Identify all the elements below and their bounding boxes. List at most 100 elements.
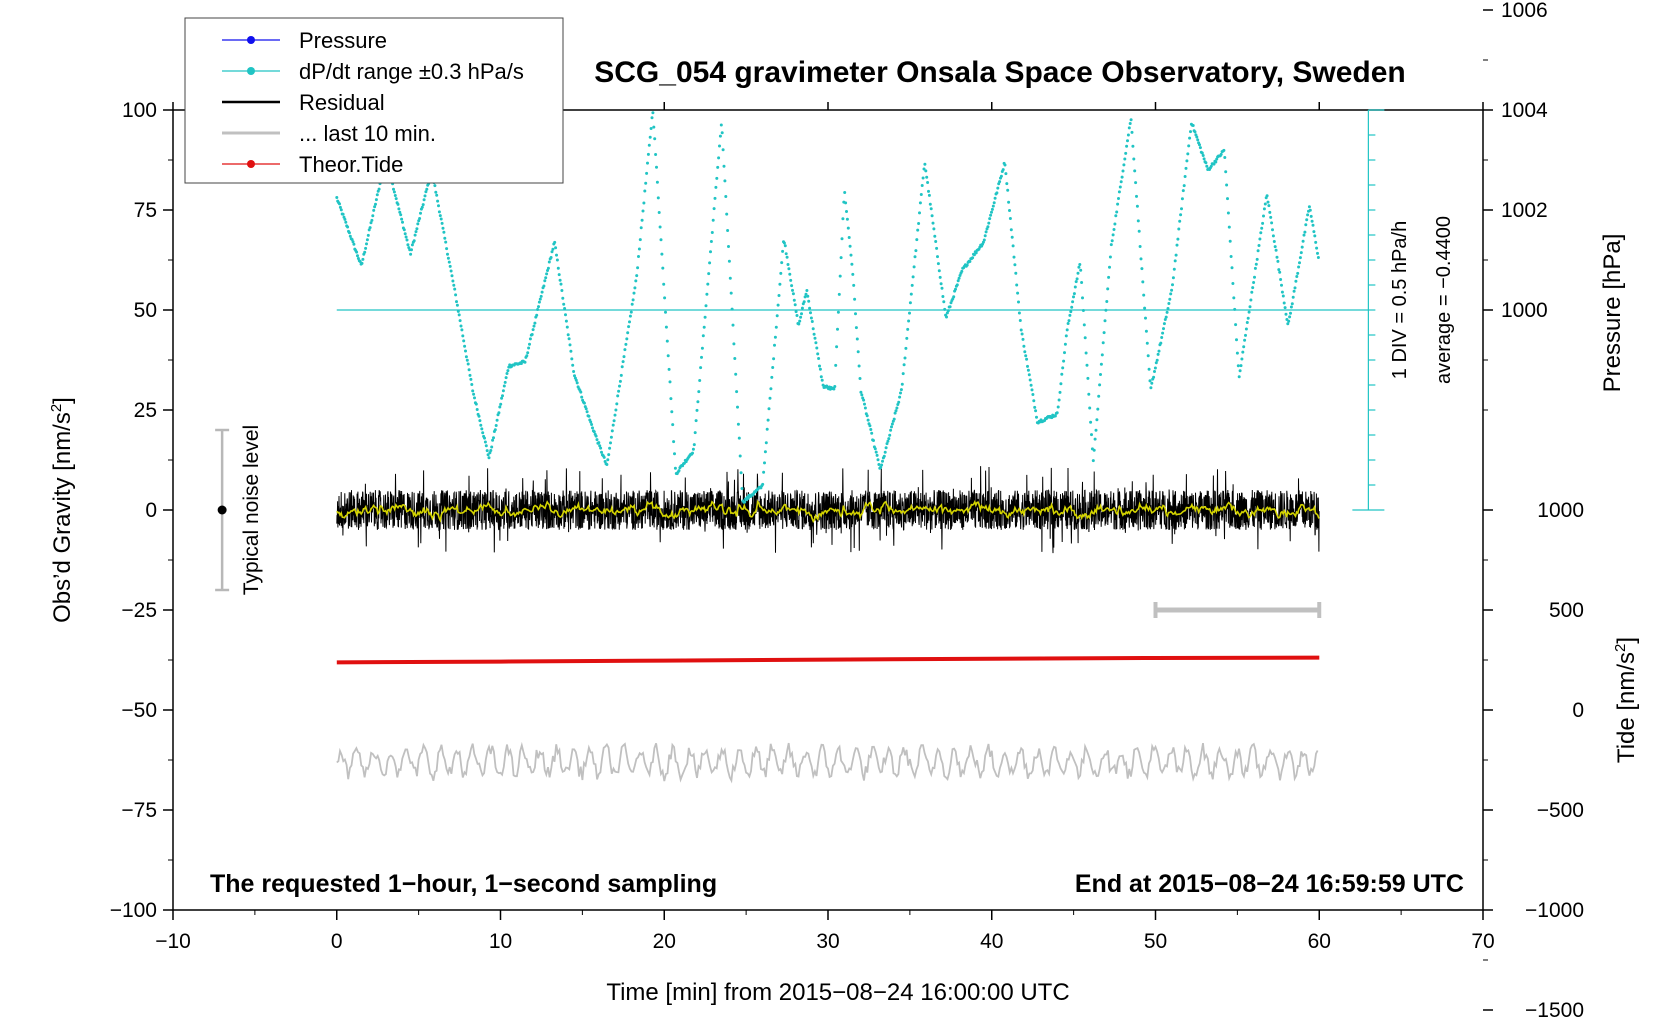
dpdt-point <box>1201 154 1205 157</box>
dpdt-point <box>691 447 695 451</box>
dpdt-point <box>563 307 567 310</box>
dpdt-point <box>736 405 739 409</box>
dpdt-point <box>1236 364 1240 368</box>
dpdt-point <box>1014 271 1018 275</box>
dpdt-point <box>819 375 823 379</box>
dpdt-point <box>922 167 926 171</box>
dpdt-point <box>955 283 959 287</box>
dpdt-point <box>420 205 424 209</box>
dpdt-point <box>1135 204 1139 208</box>
dpdt-point <box>812 332 816 336</box>
dpdt-point <box>698 379 702 382</box>
end-time-note: End at 2015−08−24 16:59:59 UTC <box>1075 870 1464 898</box>
dpdt-point <box>570 357 574 361</box>
dpdt-point <box>338 202 341 206</box>
dpdt-point <box>817 357 821 360</box>
dpdt-point <box>421 203 425 207</box>
dpdt-point <box>492 436 495 440</box>
dpdt-point <box>1289 311 1292 315</box>
dpdt-point <box>474 402 478 406</box>
dpdt-point <box>789 278 793 282</box>
dpdt-point <box>483 436 486 440</box>
dpdt-point <box>617 389 621 393</box>
dpdt-point <box>808 306 812 310</box>
dpdt-point <box>448 264 452 268</box>
dpdt-point <box>1139 257 1143 261</box>
dpdt-point <box>1284 312 1288 316</box>
legend-label-residual: Residual <box>299 90 385 115</box>
dpdt-point <box>670 410 674 414</box>
dpdt-point <box>960 269 964 273</box>
dpdt-point <box>654 153 658 156</box>
dpdt-point <box>886 439 890 443</box>
dpdt-point <box>422 198 426 202</box>
dpdt-point <box>646 161 649 165</box>
dpdt-point <box>1185 159 1189 163</box>
dpdt-point <box>1032 399 1036 403</box>
dpdt-point <box>1149 386 1153 390</box>
dpdt-point <box>396 202 400 206</box>
x-tick-label: 50 <box>1144 930 1167 953</box>
dpdt-point <box>875 453 879 457</box>
dpdt-point <box>560 289 564 292</box>
dpdt-point <box>727 259 731 263</box>
dpdt-point <box>1179 213 1183 217</box>
dpdt-point <box>468 373 472 377</box>
dpdt-point <box>419 211 422 215</box>
dpdt-point <box>1222 148 1226 152</box>
dpdt-point <box>1144 329 1148 333</box>
tide-tick-label: 500 <box>1549 599 1584 622</box>
dpdt-point <box>360 261 364 265</box>
dpdt-point <box>1298 256 1302 260</box>
dpdt-point <box>1067 319 1071 323</box>
dpdt-point <box>1058 390 1062 394</box>
dpdt-point <box>1261 221 1265 225</box>
dpdt-point <box>467 368 471 372</box>
dpdt-point <box>673 452 676 456</box>
dpdt-point <box>377 187 381 191</box>
dpdt-point <box>782 241 786 245</box>
dpdt-point <box>1147 367 1151 371</box>
dpdt-point <box>1089 420 1093 424</box>
dpdt-point <box>1096 407 1100 411</box>
dpdt-point <box>731 323 735 327</box>
dpdt-point <box>1243 338 1247 342</box>
dpdt-point <box>456 309 460 313</box>
legend: Pressure dP/dt range ±0.3 hPa/s Residual… <box>184 17 564 184</box>
dpdt-point <box>628 320 631 324</box>
x-tick-label: 40 <box>980 930 1003 953</box>
dpdt-point <box>1273 245 1277 249</box>
dpdt-point <box>788 272 792 276</box>
dpdt-point <box>915 238 919 242</box>
dpdt-point <box>732 342 736 346</box>
dpdt-point <box>1008 209 1011 212</box>
dpdt-point <box>1020 332 1024 336</box>
dpdt-point <box>1081 296 1084 300</box>
dpdt-point <box>911 275 915 279</box>
dpdt-point <box>1312 230 1316 234</box>
dpdt-point <box>416 222 420 226</box>
dpdt-point <box>837 292 841 296</box>
dpdt-point <box>899 388 903 392</box>
dpdt-point <box>1165 310 1169 314</box>
dpdt-point <box>479 423 483 427</box>
dpdt-point <box>1212 162 1216 166</box>
dpdt-point <box>1102 331 1106 335</box>
dpdt-point <box>1252 281 1256 284</box>
dpdt-point <box>668 380 672 384</box>
dpdt-point <box>909 292 913 296</box>
dpdt-point <box>862 398 866 402</box>
dpdt-point <box>393 194 397 197</box>
dpdt-point <box>1231 282 1235 285</box>
dpdt-point <box>1315 246 1319 250</box>
dpdt-point <box>768 396 772 400</box>
dpdt-point <box>637 255 640 258</box>
dpdt-point <box>495 418 499 422</box>
dpdt-point <box>630 302 634 306</box>
dpdt-point <box>629 310 633 314</box>
sampling-note: The requested 1−hour, 1−second sampling <box>210 870 717 898</box>
y-tick-label: 50 <box>134 299 157 322</box>
dpdt-point <box>392 187 395 191</box>
dpdt-point <box>657 211 661 214</box>
